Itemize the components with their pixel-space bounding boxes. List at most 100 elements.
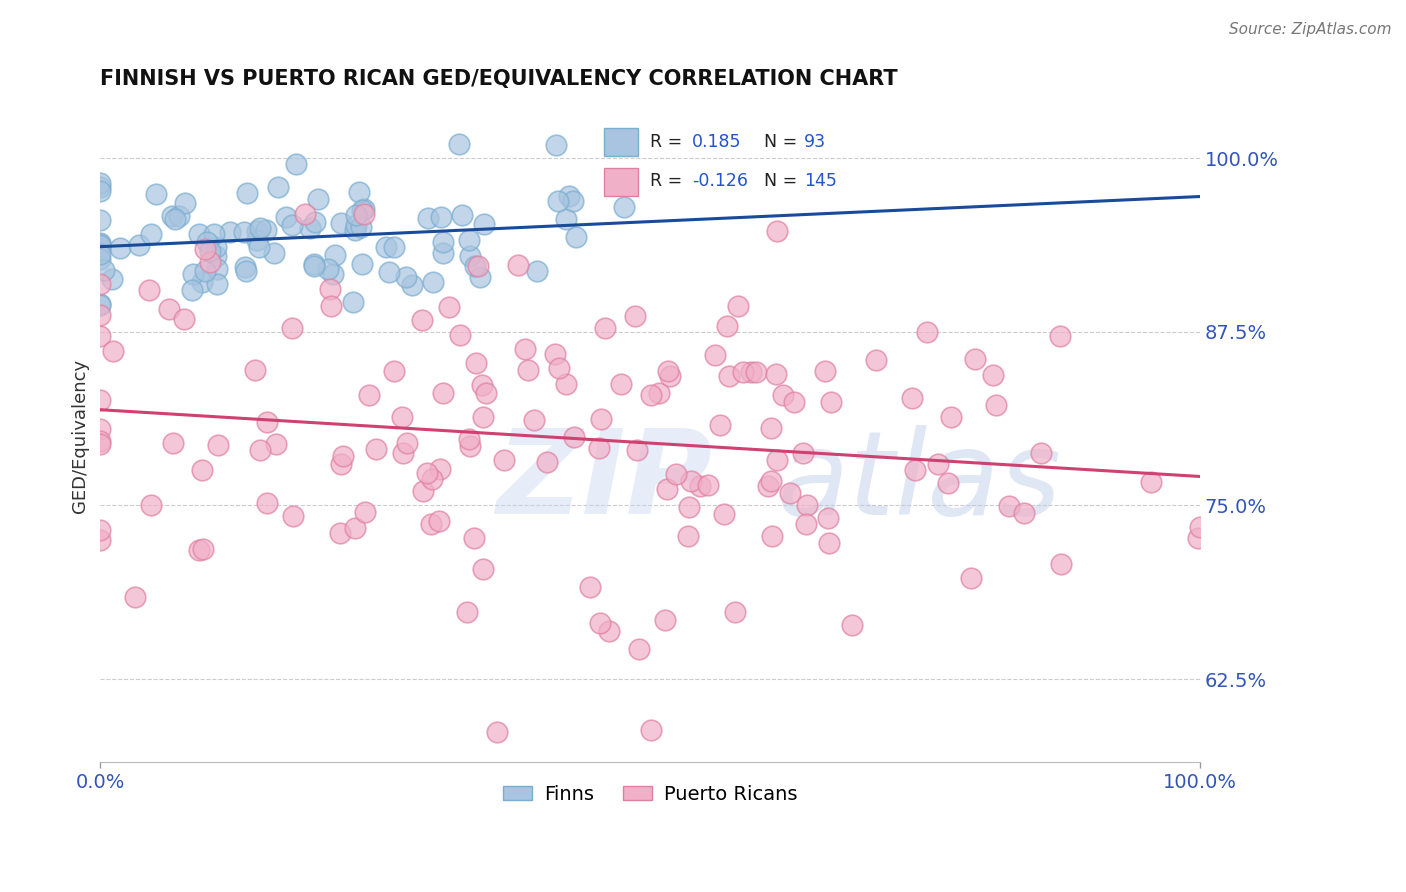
Point — [392, 446, 415, 460]
Point — [416, 467, 439, 481]
Point — [458, 432, 481, 446]
Point — [494, 453, 516, 467]
Point — [294, 207, 316, 221]
Point — [451, 208, 474, 222]
Point — [547, 194, 569, 208]
Point — [359, 388, 381, 402]
Point — [205, 277, 228, 291]
Point — [249, 221, 271, 235]
Point — [141, 498, 163, 512]
Point — [756, 479, 779, 493]
Point — [195, 235, 218, 249]
Point — [391, 410, 413, 425]
Point — [412, 483, 434, 498]
Point — [395, 435, 418, 450]
Point — [219, 225, 242, 239]
Point — [332, 449, 354, 463]
Point — [565, 229, 588, 244]
Point — [555, 211, 578, 226]
Point — [187, 542, 209, 557]
Point — [89, 213, 111, 227]
Point — [89, 236, 111, 251]
Point — [89, 533, 111, 548]
Point — [939, 409, 962, 424]
Point — [422, 275, 444, 289]
Point — [160, 209, 183, 223]
Point — [364, 442, 387, 456]
Point — [89, 422, 111, 436]
Point — [515, 342, 537, 356]
Point — [456, 606, 478, 620]
Point — [485, 725, 508, 739]
Point — [471, 377, 494, 392]
Point — [564, 430, 586, 444]
Point — [263, 246, 285, 260]
Point — [623, 309, 645, 323]
Point — [536, 455, 558, 469]
Point — [548, 361, 571, 376]
Point — [350, 257, 373, 271]
Point — [765, 367, 787, 381]
Point — [792, 446, 814, 460]
Point — [328, 526, 350, 541]
Point — [322, 267, 344, 281]
Point — [432, 245, 454, 260]
Point — [274, 210, 297, 224]
Point — [526, 263, 548, 277]
Point — [508, 258, 530, 272]
Point — [558, 189, 581, 203]
Point — [267, 179, 290, 194]
Point — [128, 238, 150, 252]
Point — [157, 302, 180, 317]
Point — [820, 395, 842, 409]
Point — [472, 562, 495, 576]
Point — [903, 463, 925, 477]
Point — [191, 275, 214, 289]
Point — [449, 328, 471, 343]
Point — [281, 321, 304, 335]
Point — [347, 185, 370, 199]
Point — [678, 500, 700, 514]
Point — [198, 244, 221, 258]
Point — [89, 184, 111, 198]
Point — [588, 441, 610, 455]
Point — [181, 284, 204, 298]
Point — [246, 233, 269, 247]
Point — [344, 521, 367, 535]
Point — [517, 363, 540, 377]
Point — [346, 218, 368, 232]
Point — [640, 723, 662, 737]
Point — [430, 211, 453, 225]
Point — [900, 391, 922, 405]
Point — [562, 194, 585, 208]
Point — [299, 221, 322, 235]
Point — [610, 376, 633, 391]
Point — [740, 365, 762, 379]
Point — [162, 435, 184, 450]
Text: Source: ZipAtlas.com: Source: ZipAtlas.com — [1229, 22, 1392, 37]
Point — [246, 224, 269, 238]
Point — [395, 270, 418, 285]
Point — [458, 249, 481, 263]
Point — [659, 368, 682, 383]
Point — [465, 355, 488, 369]
Point — [89, 238, 111, 252]
Point — [647, 386, 669, 401]
Point — [235, 264, 257, 278]
Point — [350, 219, 373, 234]
Point — [796, 498, 818, 512]
Point — [374, 240, 396, 254]
Point — [523, 413, 546, 427]
Point — [472, 217, 495, 231]
Point — [353, 207, 375, 221]
Point — [544, 347, 567, 361]
Point — [766, 453, 789, 467]
Point — [627, 641, 650, 656]
Point — [593, 320, 616, 334]
Point — [703, 348, 725, 362]
Point — [207, 438, 229, 452]
Point — [432, 386, 454, 401]
Point — [724, 606, 747, 620]
Point — [93, 263, 115, 277]
Point — [794, 516, 817, 531]
